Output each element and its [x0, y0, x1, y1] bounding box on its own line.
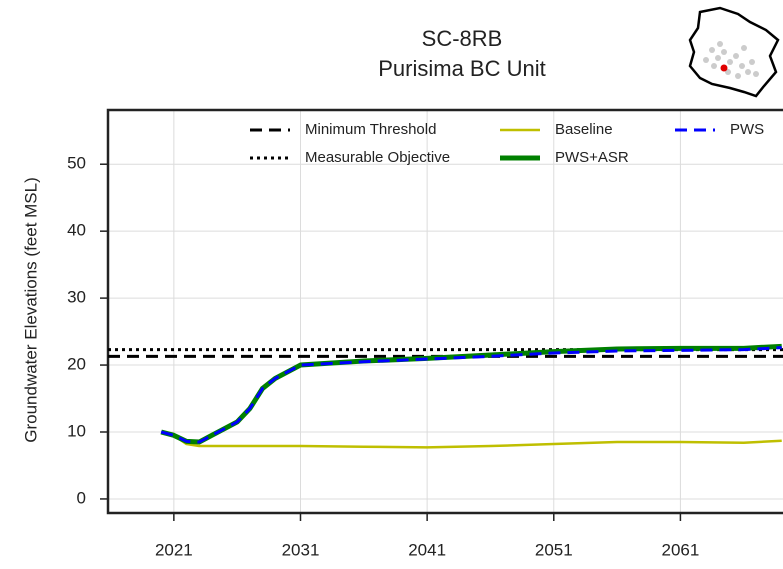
legend-label: PWS [730, 121, 764, 138]
locator-map [688, 6, 780, 98]
y-axis-label: Groundwater Elevations (feet MSL) [21, 177, 40, 443]
x-tick-label: 2021 [155, 540, 193, 559]
chart-subtitle: Purisima BC Unit [378, 56, 545, 81]
map-wells [703, 41, 759, 79]
x-tick-label: 2031 [282, 540, 320, 559]
legend-label: Minimum Threshold [305, 121, 436, 138]
y-tick-label: 50 [67, 154, 86, 173]
map-selected-well [720, 64, 728, 72]
y-tick-label: 20 [67, 355, 86, 374]
map-outline [688, 6, 780, 98]
y-tick-label: 0 [77, 488, 86, 507]
chart-title: SC-8RB [422, 26, 503, 51]
legend-label: Baseline [555, 121, 613, 138]
x-tick-label: 2061 [662, 540, 700, 559]
legend-label: Measurable Objective [305, 149, 450, 166]
x-tick-label: 2051 [535, 540, 573, 559]
plot-area [108, 343, 783, 449]
axis-frame [106, 108, 783, 515]
y-tick-label: 40 [67, 221, 86, 240]
legend-label: PWS+ASR [555, 149, 629, 166]
series-line [160, 343, 782, 445]
series-line [160, 346, 782, 444]
y-tick-label: 10 [67, 421, 86, 440]
y-tick-label: 30 [67, 288, 86, 307]
x-tick-label: 2041 [408, 540, 446, 559]
series-line [160, 430, 782, 449]
